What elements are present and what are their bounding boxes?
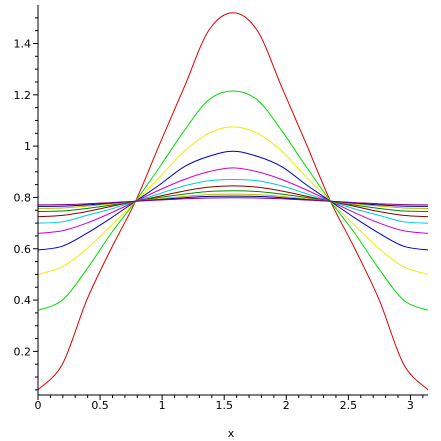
y-ticks: 0.2 0.4 0.6 0.8 1 1.2 1.4 bbox=[14, 17, 38, 391]
x-tick-label: 1.5 bbox=[215, 399, 233, 412]
series-line-8 bbox=[37, 190, 429, 213]
axis-layer: 0 0.5 1 1.5 2 2.5 3 0.2 0.4 0.6 0.8 1 1.2 1.4 bbox=[14, 5, 428, 412]
x-ticks: 0 0.5 1 1.5 2 2.5 3 bbox=[35, 395, 424, 412]
x-tick-label: 0 bbox=[35, 399, 42, 412]
series-line-9 bbox=[37, 193, 429, 209]
series-line-3 bbox=[37, 126, 429, 275]
y-tick-label: 1.4 bbox=[14, 37, 32, 50]
series-line-2 bbox=[37, 90, 429, 311]
x-tick-label: 3 bbox=[407, 399, 414, 412]
x-tick-label: 1 bbox=[159, 399, 166, 412]
x-tick-label: 2 bbox=[283, 399, 290, 412]
y-tick-label: 0.8 bbox=[14, 191, 32, 204]
plot-area: 0 0.5 1 1.5 2 2.5 3 0.2 0.4 0.6 0.8 1 1.2 1.4 x bbox=[14, 5, 429, 440]
series-line-11 bbox=[37, 197, 429, 206]
series-line-10 bbox=[37, 195, 429, 207]
series-line-5 bbox=[37, 167, 429, 234]
series-line-4 bbox=[37, 150, 429, 251]
y-tick-label: 0.4 bbox=[14, 294, 32, 307]
y-tick-label: 0.2 bbox=[14, 345, 32, 358]
y-tick-label: 1.2 bbox=[14, 89, 32, 102]
series-line-6 bbox=[37, 178, 429, 224]
y-tick-label: 0.6 bbox=[14, 243, 32, 256]
y-tick-label: 1 bbox=[24, 140, 31, 153]
x-tick-label: 0.5 bbox=[91, 399, 109, 412]
x-tick-label: 2.5 bbox=[340, 399, 358, 412]
x-axis-label: x bbox=[228, 427, 235, 440]
series-line-1 bbox=[37, 12, 429, 391]
series-layer bbox=[37, 12, 429, 391]
series-line-7 bbox=[37, 185, 429, 218]
